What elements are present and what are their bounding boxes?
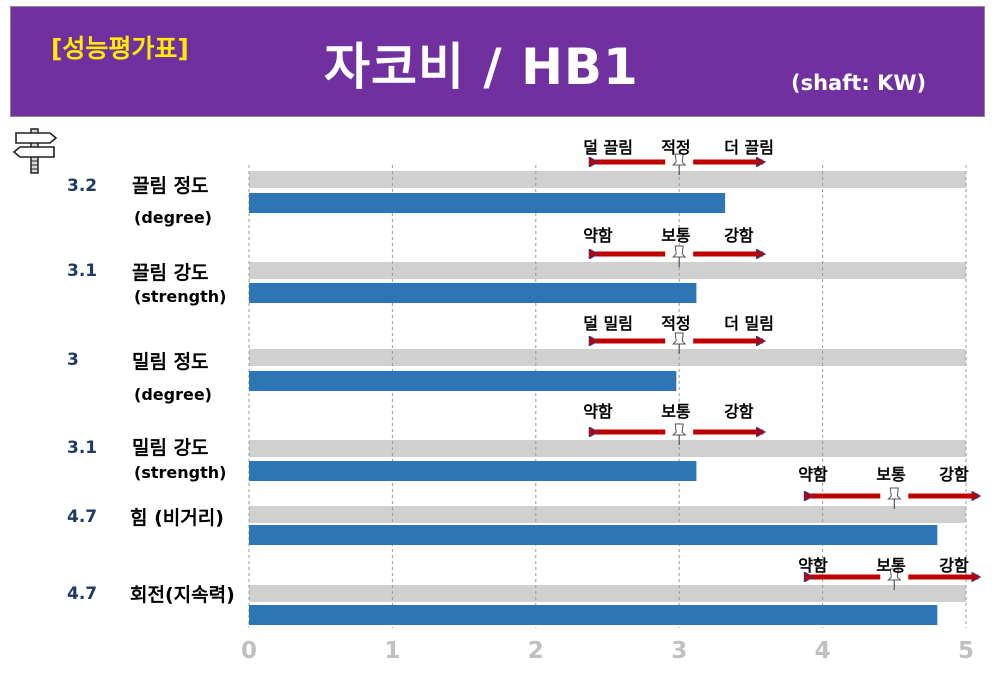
- indicator-left-label: 약함: [583, 402, 613, 421]
- title-banner: [성능평가표] 자코비 / HB1 (shaft: KW): [10, 6, 985, 117]
- indicator-mid-label: 적정: [661, 314, 691, 333]
- category-score: 3.2: [67, 176, 98, 196]
- x-tick-label: 2: [527, 638, 544, 664]
- x-tick-label: 4: [814, 638, 831, 664]
- pushpin-icon: [671, 332, 687, 354]
- pushpin-icon: [671, 245, 687, 267]
- pushpin-icon: [671, 153, 687, 175]
- evaluation-tag: [성능평가표]: [51, 34, 189, 63]
- category-score: 3.1: [67, 438, 98, 458]
- x-tick-label: 0: [241, 638, 258, 664]
- pushpin-icon: [887, 487, 902, 509]
- indicator-mid-label: 보통: [876, 465, 906, 484]
- indicator-right-label: 강함: [724, 402, 754, 421]
- category-score: 3: [67, 350, 79, 370]
- indicator-right-label: 더 밀림: [724, 314, 774, 333]
- category-score: 4.7: [67, 584, 98, 604]
- indicator-mid-label: 보통: [661, 402, 691, 421]
- indicator-right-label: 강함: [724, 226, 754, 245]
- category-label: 밀림 강도: [132, 437, 209, 459]
- bar-5: [249, 605, 938, 625]
- indicator-right-label: 더 끌림: [724, 138, 774, 157]
- bar-0: [249, 193, 726, 213]
- bar-3: [249, 461, 697, 481]
- bar-1: [249, 283, 697, 303]
- indicator-left-label: 덜 밀림: [583, 314, 633, 333]
- category-label: 끌림 강도: [132, 262, 209, 284]
- pushpin-icon: [671, 423, 687, 445]
- indicator-mid-label: 보통: [661, 226, 691, 245]
- category-score: 4.7: [67, 507, 98, 527]
- category-label: 밀림 정도: [132, 351, 209, 373]
- track-4: [249, 506, 966, 523]
- track-0: [249, 171, 966, 188]
- indicator-left-label: 약함: [798, 465, 828, 484]
- bar-4: [249, 525, 938, 545]
- category-sublabel: (degree): [134, 208, 212, 227]
- track-1: [249, 262, 966, 279]
- x-tick-label: 1: [384, 638, 401, 664]
- category-label: 힘 (비거리): [130, 507, 224, 529]
- category-sublabel: (degree): [134, 385, 212, 404]
- x-tick-label: 3: [671, 638, 688, 664]
- indicator-right-label: 강함: [939, 465, 969, 484]
- track-2: [249, 349, 966, 366]
- signpost-icon: [12, 128, 58, 174]
- bar-2: [249, 371, 677, 391]
- category-score: 3.1: [67, 261, 98, 281]
- indicator-mid-label: 보통: [876, 556, 906, 575]
- indicator-mid-label: 적정: [661, 138, 691, 157]
- indicator-left-label: 덜 끌림: [583, 138, 633, 157]
- indicator-right-label: 강함: [939, 556, 969, 575]
- pushpin-icon: [887, 568, 902, 590]
- page-title: 자코비 / HB1: [324, 38, 639, 96]
- shaft-subtitle: (shaft: KW): [791, 71, 927, 95]
- x-tick-label: 5: [958, 638, 975, 664]
- indicator-left-label: 약함: [798, 556, 828, 575]
- indicator-left-label: 약함: [583, 226, 613, 245]
- category-label: 끌림 정도: [132, 175, 209, 197]
- track-5: [249, 585, 966, 602]
- category-label: 회전(지속력): [130, 584, 235, 606]
- category-sublabel: (strength): [134, 463, 227, 482]
- track-3: [249, 440, 966, 457]
- category-sublabel: (strength): [134, 287, 227, 306]
